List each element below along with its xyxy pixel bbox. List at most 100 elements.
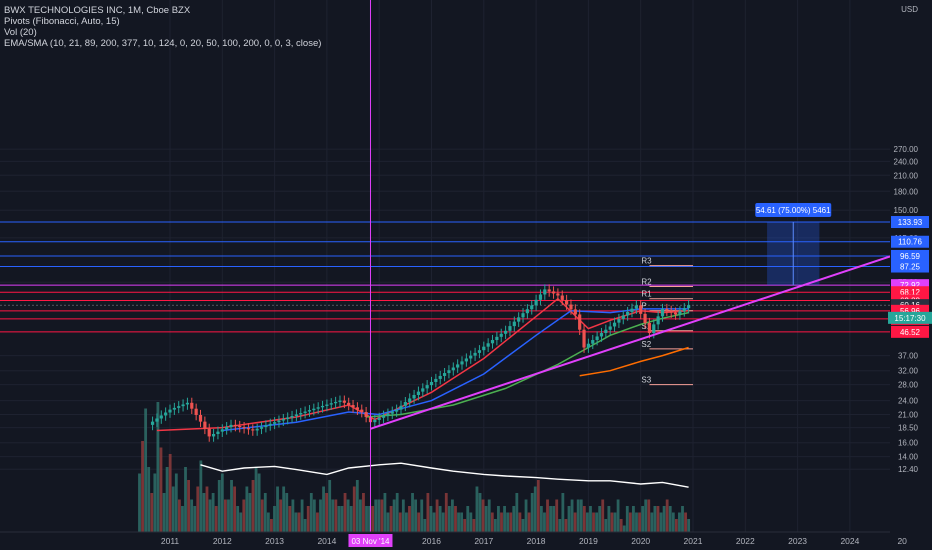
candle-body bbox=[381, 415, 386, 418]
volume-bar bbox=[582, 506, 586, 532]
candle-body bbox=[486, 343, 490, 347]
legend-title[interactable]: BWX TECHNOLOGIES INC, 1M, Cboe BZX bbox=[4, 5, 191, 16]
volume-bar bbox=[337, 506, 341, 532]
candle-body bbox=[203, 421, 207, 429]
y-tick-label: 24.00 bbox=[898, 397, 919, 406]
legend-vol[interactable]: Vol (20) bbox=[4, 27, 37, 38]
price-label-box bbox=[891, 235, 929, 248]
legend-ema[interactable]: EMA/SMA (10, 21, 89, 200, 377, 10, 124, … bbox=[4, 38, 322, 49]
candle-body bbox=[665, 308, 669, 311]
candle-body bbox=[172, 407, 176, 410]
volume-bar bbox=[236, 506, 240, 532]
y-tick-label: 28.00 bbox=[898, 381, 919, 390]
price-axis-background bbox=[890, 0, 932, 550]
candle-body bbox=[251, 429, 255, 431]
candle-body bbox=[525, 309, 529, 314]
candle-body bbox=[403, 402, 407, 406]
candle-body bbox=[307, 410, 312, 412]
x-tick-label: 2023 bbox=[788, 536, 807, 546]
trend-line[interactable] bbox=[370, 251, 903, 430]
volume-bar bbox=[432, 512, 436, 532]
volume-bar bbox=[521, 519, 525, 532]
moving-average-line[interactable] bbox=[222, 308, 689, 432]
volume-bar bbox=[635, 512, 638, 532]
price-label-box bbox=[891, 260, 929, 273]
volume-bar bbox=[493, 519, 497, 532]
candle-body bbox=[168, 409, 172, 413]
volume-bar bbox=[214, 506, 218, 532]
volume-bar bbox=[536, 480, 540, 532]
volume-bar bbox=[543, 512, 546, 532]
candle-body bbox=[207, 428, 211, 437]
volume-bar bbox=[159, 447, 163, 532]
candle-body bbox=[342, 400, 346, 403]
volume-bar bbox=[328, 480, 332, 532]
candle-body bbox=[242, 427, 246, 429]
volume-bar bbox=[220, 473, 224, 532]
y-tick-label: 210.00 bbox=[894, 171, 919, 180]
volume-bar bbox=[503, 506, 506, 532]
candle-body bbox=[578, 314, 582, 330]
candle-body bbox=[621, 315, 625, 319]
volume-bar bbox=[420, 499, 424, 532]
volume-bar bbox=[177, 499, 181, 532]
candle-body bbox=[438, 375, 442, 379]
x-tick-label: 2022 bbox=[736, 536, 755, 546]
volume-bar bbox=[223, 499, 227, 532]
volume-bar bbox=[334, 499, 338, 532]
volume-bar bbox=[282, 486, 286, 532]
volume-bar bbox=[607, 506, 611, 532]
price-label-box bbox=[891, 249, 929, 262]
countdown-box bbox=[888, 311, 932, 324]
price-label: 110.76 bbox=[898, 238, 922, 247]
candle-body bbox=[482, 346, 486, 351]
volume-bar bbox=[549, 506, 552, 532]
candle-body bbox=[560, 295, 564, 300]
candle-body bbox=[599, 333, 604, 337]
candle-body bbox=[595, 336, 599, 341]
volume-bar bbox=[408, 506, 411, 532]
volume-bars bbox=[138, 402, 691, 532]
candle-body bbox=[325, 404, 329, 406]
volume-bar bbox=[429, 506, 433, 532]
candle-body bbox=[329, 403, 333, 405]
price-label: 133.93 bbox=[898, 218, 923, 227]
volume-bar bbox=[463, 519, 467, 532]
volume-bar bbox=[211, 493, 215, 532]
volume-bar bbox=[472, 519, 476, 532]
candle-body bbox=[246, 428, 251, 430]
volume-bar bbox=[681, 506, 684, 532]
x-tick-label: 2018 bbox=[527, 536, 546, 546]
candles bbox=[150, 284, 691, 442]
candle-body bbox=[530, 305, 534, 310]
volume-bar bbox=[242, 499, 246, 532]
x-tick-label: 2020 bbox=[631, 536, 650, 546]
volume-bar bbox=[270, 519, 273, 532]
volume-bar bbox=[460, 512, 464, 532]
volume-bar bbox=[641, 506, 645, 532]
legend-pivots[interactable]: Pivots (Fibonacci, Auto, 15) bbox=[4, 16, 120, 27]
moving-average-line[interactable] bbox=[579, 346, 689, 377]
volume-bar bbox=[294, 512, 298, 532]
volume-bar bbox=[500, 512, 503, 532]
volume-bar bbox=[217, 480, 221, 532]
volume-bar bbox=[619, 519, 623, 532]
volume-bar bbox=[343, 493, 347, 532]
volume-bar bbox=[595, 512, 599, 532]
volume-bar bbox=[365, 506, 368, 532]
price-label-box bbox=[891, 216, 929, 229]
candle-body bbox=[386, 413, 390, 416]
time-axis-background bbox=[0, 532, 932, 550]
candle-body bbox=[429, 381, 434, 386]
x-tick-label: 2024 bbox=[840, 536, 859, 546]
candle-body bbox=[338, 400, 342, 402]
volume-bar bbox=[371, 506, 375, 532]
candle-body bbox=[355, 407, 360, 410]
candle-body bbox=[464, 358, 468, 362]
price-axis[interactable]: USD270.00240.00210.00180.00150.00115.007… bbox=[888, 0, 932, 550]
candle-body bbox=[255, 428, 259, 431]
volume-bar bbox=[678, 512, 681, 532]
volume-bar bbox=[380, 499, 384, 532]
time-axis[interactable]: 2011 2012 2013 2014 2016 2017 2018 2019 2020 2021… bbox=[0, 531, 932, 550]
